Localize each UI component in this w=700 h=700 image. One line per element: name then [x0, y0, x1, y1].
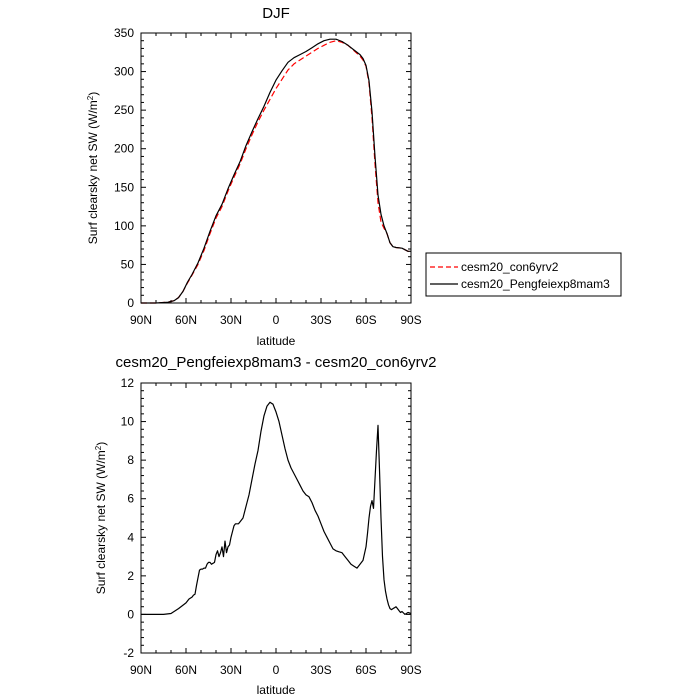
- y-axis-label: Surf clearsky net SW (W/m2): [94, 442, 108, 594]
- panel-bottom-difference: cesm20_Pengfeiexp8mam3 - cesm20_con6yrv2…: [94, 354, 437, 697]
- series-lines: [141, 401, 412, 616]
- x-tick-label: 90S: [400, 313, 421, 327]
- panel-title: cesm20_Pengfeiexp8mam3 - cesm20_con6yrv2: [116, 354, 437, 371]
- y-tick-labels: -2 0 2 4 6 8 10 12: [121, 376, 135, 660]
- x-tick-label: 60N: [175, 313, 197, 327]
- x-tick-label: 30S: [310, 663, 331, 677]
- y-tick-label: 50: [121, 257, 135, 271]
- legend-label-con6yrv2: cesm20_con6yrv2: [461, 260, 559, 274]
- panel-top-djf: DJF 0 50 100 150 200 250 300 350 90N 60N 30N 0 30S 6…: [86, 5, 422, 348]
- legend-label-pengfeiexp8mam3: cesm20_Pengfeiexp8mam3: [461, 277, 610, 291]
- y-tick-label: 300: [114, 65, 134, 79]
- y-tick-label: 250: [114, 103, 134, 117]
- tick-marks: [140, 382, 412, 654]
- series-lines: [141, 38, 411, 304]
- y-tick-label: 6: [127, 492, 134, 506]
- x-tick-label: 30S: [310, 313, 331, 327]
- x-tick-label: 60S: [355, 663, 376, 677]
- x-tick-label: 0: [273, 663, 280, 677]
- tick-marks: [140, 32, 412, 304]
- x-tick-label: 90N: [130, 663, 152, 677]
- plot-frame: [140, 382, 412, 654]
- legend-box: [425, 252, 622, 297]
- series-line-cesm20_Pengfeiexp8mam3: [141, 38, 411, 304]
- y-tick-label: 12: [121, 376, 135, 390]
- x-tick-label: 60S: [355, 313, 376, 327]
- x-tick-label: 90S: [400, 663, 421, 677]
- y-tick-label: 0: [127, 296, 134, 310]
- x-tick-label: 0: [273, 313, 280, 327]
- y-tick-label: 10: [121, 415, 135, 429]
- x-tick-labels: 90N 60N 30N 0 30S 60S 90S: [130, 663, 422, 677]
- y-tick-label: 4: [127, 530, 134, 544]
- y-tick-label: 200: [114, 142, 134, 156]
- x-axis-label: latitude: [257, 683, 296, 697]
- x-tick-labels: 90N 60N 30N 0 30S 60S 90S: [130, 313, 422, 327]
- y-tick-label: -2: [123, 646, 134, 660]
- y-axis-label: Surf clearsky net SW (W/m2): [86, 92, 100, 244]
- y-tick-label: 350: [114, 26, 134, 40]
- x-tick-label: 60N: [175, 663, 197, 677]
- y-tick-label: 150: [114, 180, 134, 194]
- legend: cesm20_con6yrv2 cesm20_Pengfeiexp8mam3: [425, 252, 622, 297]
- x-tick-label: 90N: [130, 313, 152, 327]
- series-line-difference: [141, 401, 412, 616]
- y-tick-label: 100: [114, 219, 134, 233]
- plot-frame: [140, 32, 412, 304]
- panel-title: DJF: [262, 5, 290, 22]
- y-tick-label: 2: [127, 569, 134, 583]
- x-axis-label: latitude: [257, 334, 296, 348]
- y-tick-label: 8: [127, 453, 134, 467]
- x-tick-label: 30N: [220, 663, 242, 677]
- y-tick-label: 0: [127, 607, 134, 621]
- x-tick-label: 30N: [220, 313, 242, 327]
- series-line-cesm20_con6yrv2: [141, 40, 411, 304]
- y-tick-labels: 0 50 100 150 200 250 300 350: [114, 26, 134, 310]
